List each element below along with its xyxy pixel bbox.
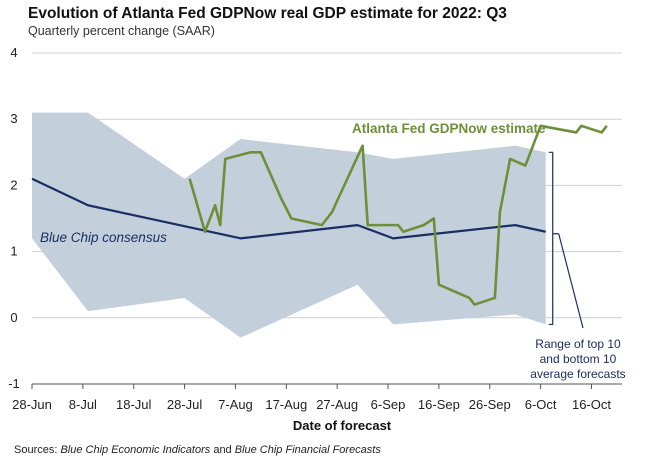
range-bracket	[548, 151, 559, 326]
x-tick-label: 7-Aug	[218, 397, 253, 412]
gdpnow-label: Atlanta Fed GDPNow estimate	[352, 121, 546, 136]
x-tick-label: 6-Sep	[371, 397, 406, 412]
x-tick-label: 8-Jul	[69, 397, 97, 412]
x-tick-label: 26-Sep	[469, 397, 511, 412]
x-tick-label: 17-Aug	[265, 397, 307, 412]
range-label-line: and bottom 10	[540, 352, 617, 366]
bluechip-consensus-line	[31, 177, 546, 240]
source-middle: and	[210, 444, 235, 456]
chart-title: Evolution of Atlanta Fed GDPNow real GDP…	[28, 5, 507, 22]
y-tick-label: 2	[10, 177, 17, 192]
chart-subtitle: Quarterly percent change (SAAR)	[28, 24, 215, 38]
bluechip-label: Blue Chip consensus	[40, 230, 167, 245]
y-tick-label: 4	[10, 45, 17, 60]
x-tick-label: 28-Jun	[12, 397, 52, 412]
source-prefix: Sources:	[14, 444, 61, 456]
axes: -1 0 1 2 3 4 28-Jun 8-Jul 18-Jul 28-Jul 7-Aug 17-Au…	[8, 45, 622, 433]
forecast-range-band-area	[32, 112, 546, 338]
source-note: Sources: Blue Chip Economic Indicators a…	[14, 444, 381, 456]
y-tick-label: 1	[10, 244, 17, 259]
forecast-range-band	[32, 112, 546, 338]
x-axis-title: Date of forecast	[293, 418, 392, 433]
x-tick-label: 27-Aug	[316, 397, 358, 412]
x-tick-label: 28-Jul	[167, 397, 203, 412]
y-tick-label: -1	[8, 376, 20, 391]
source-part-2: Blue Chip Financial Forecasts	[234, 444, 381, 456]
x-tick-label: 18-Jul	[116, 397, 152, 412]
y-tick-label: 0	[10, 310, 17, 325]
x-tick-label: 16-Sep	[418, 397, 460, 412]
range-label-line: Range of top 10	[535, 337, 621, 351]
x-tick-label: 16-Oct	[572, 397, 611, 412]
gdpnow-estimate-line	[188, 124, 608, 306]
y-tick-label: 3	[10, 111, 17, 126]
annotations: Atlanta Fed GDPNow estimate Blue Chip con…	[40, 121, 626, 381]
range-leader-line	[558, 233, 584, 329]
x-tick-label: 6-Oct	[525, 397, 557, 412]
source-part-1: Blue Chip Economic Indicators	[60, 444, 211, 456]
series-lines	[31, 124, 608, 306]
range-label-line: average forecasts	[530, 367, 625, 381]
